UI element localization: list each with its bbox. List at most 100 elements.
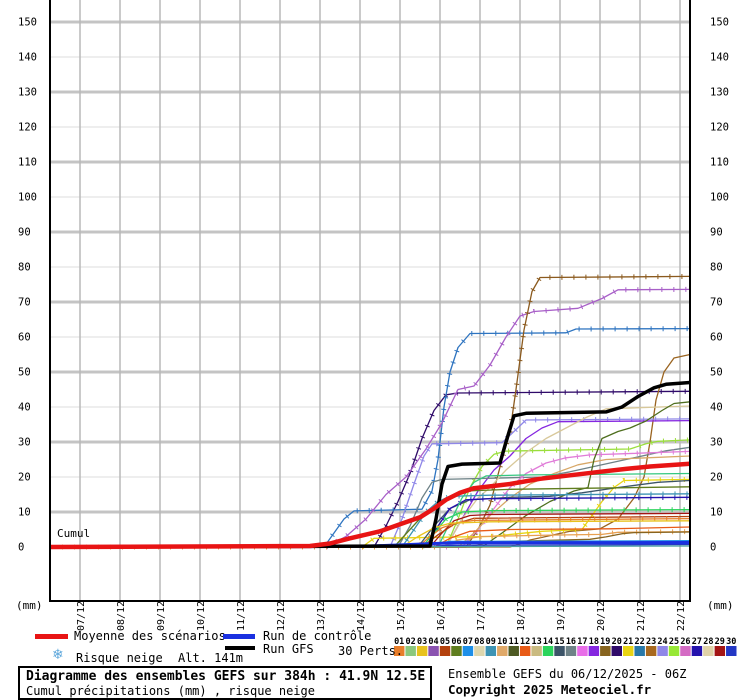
ensemble-member-line — [50, 401, 691, 548]
y-tick-label-left: 150 — [18, 17, 37, 29]
ensemble-member-line — [50, 496, 691, 548]
date-label: 21/12 — [636, 601, 647, 631]
y-tick-label-left: 140 — [18, 52, 37, 64]
date-label: 19/12 — [556, 601, 567, 631]
pert-number-label: 29 — [715, 637, 725, 647]
pert-color-swatch — [634, 646, 645, 656]
y-tick-label-left: 60 — [18, 332, 31, 344]
date-label: 11/12 — [236, 601, 247, 631]
y-tick-label-right: 80 — [710, 262, 723, 274]
pert-number-label: 17 — [577, 637, 587, 647]
pert-number-label: 15 — [554, 637, 564, 647]
pert-number-label: 18 — [589, 637, 599, 647]
pert-number-label: 04 — [428, 637, 438, 647]
series-lines — [49, 273, 691, 550]
pert-number-label: 26 — [680, 637, 690, 647]
axes — [49, 0, 691, 602]
pert-color-swatch — [416, 646, 428, 656]
copyright: Copyright 2025 Meteociel.fr — [448, 682, 652, 697]
y-tick-label-left: 130 — [18, 87, 37, 99]
y-tick-label-right: 0 — [710, 542, 716, 554]
pert-number-label: 07 — [463, 637, 473, 647]
pert-number-label: 30 — [726, 637, 736, 647]
pert-color-swatch — [451, 646, 462, 656]
ensemble-member-line — [50, 439, 691, 548]
pert-number-label: 13 — [531, 637, 541, 647]
pert-number-label: 06 — [451, 637, 461, 647]
date-label: 07/12 — [76, 601, 87, 631]
y-tick-label-right: 10 — [710, 507, 723, 519]
pert-color-swatch — [645, 646, 657, 656]
chart-subtitle: Cumul précipitations (mm) , risque neige — [26, 684, 315, 698]
pert-color-swatch — [611, 646, 622, 656]
snowflake-icon: ❄ — [52, 647, 64, 663]
ensemble-member-line — [50, 405, 691, 548]
date-label: 09/12 — [156, 601, 167, 631]
pert-color-swatch — [623, 646, 634, 656]
grid — [50, 0, 690, 601]
mean-line — [49, 461, 691, 550]
pert-color-swatch — [485, 646, 497, 656]
x-axis-date-labels: 07/12 08/12 09/12 10/12 11/12 12/12 13/12 14/12… — [76, 601, 687, 631]
pert-color-swatch — [668, 646, 680, 656]
date-label: 20/12 — [596, 601, 607, 631]
gfs-run-line — [49, 380, 691, 549]
pert-color-swatch — [497, 646, 508, 656]
y-tick-label-right: 110 — [710, 157, 729, 169]
pert-number-label: 25 — [669, 637, 679, 647]
y-tick-label-right: 150 — [710, 17, 729, 29]
pert-color-swatch — [565, 646, 577, 656]
perts-count-label: 30 Perts. — [338, 644, 404, 658]
pert-color-swatch — [554, 646, 565, 656]
y-tick-label-right: 90 — [710, 227, 723, 239]
pert-number-label: 09 — [486, 637, 496, 647]
date-label: 13/12 — [316, 601, 327, 631]
y-tick-label-right: 120 — [710, 122, 729, 134]
control-legend-label: Run de contrôle — [263, 629, 372, 643]
ensemble-member-line-markers — [50, 286, 691, 550]
ensemble-member-line — [50, 446, 691, 548]
ensemble-member-line-markers — [50, 388, 691, 550]
ensemble-member-line — [50, 327, 691, 548]
snow-risk-label: Risque neige — [76, 651, 163, 665]
pert-color-swatch — [531, 646, 542, 656]
ensemble-member-line — [50, 418, 691, 548]
pert-number-label: 20 — [612, 637, 622, 647]
unit-label-right: (mm) — [707, 599, 734, 612]
cumul-annotation: Cumul — [57, 527, 91, 540]
pert-color-swatch — [703, 646, 714, 656]
pert-number-label: 27 — [692, 637, 702, 647]
title-box — [18, 666, 432, 700]
y-tick-label-left: 120 — [18, 122, 37, 134]
y-tick-label-right: 70 — [710, 297, 723, 309]
ensemble-member-line — [50, 479, 691, 548]
y-tick-label-right: 60 — [710, 332, 723, 344]
y-tick-label-right: 100 — [710, 192, 729, 204]
pert-color-swatch — [394, 646, 405, 656]
ensemble-member-line-markers — [50, 494, 691, 550]
pert-color-swatch — [542, 646, 554, 656]
pert-number-label: 08 — [474, 637, 484, 647]
date-label: 22/12 — [676, 601, 687, 631]
y-axis-labels: 0 0 10 10 20 20 30 30 40 40 50 50 60 60 70 70 80 80 90 90 10… — [18, 17, 729, 554]
pert-number-label: 02 — [406, 637, 416, 647]
pert-number-label: 23 — [646, 637, 656, 647]
date-label: 17/12 — [476, 601, 487, 631]
pert-color-swatch — [405, 646, 416, 656]
pert-number-label: 24 — [657, 637, 667, 647]
pert-number-label: 22 — [635, 637, 645, 647]
run-info: Ensemble GEFS du 06/12/2025 - 06Z — [448, 667, 687, 681]
date-label: 15/12 — [396, 601, 407, 631]
y-tick-label-right: 130 — [710, 87, 729, 99]
pert-number-label: 10 — [497, 637, 507, 647]
ensemble-member-line — [50, 455, 691, 548]
unit-label-left: (mm) — [16, 599, 43, 612]
pert-number-label: 21 — [623, 637, 633, 647]
pert-color-strip: 01 02 03 04 05 06 07 08 09 10 11 12 13 14 15 16 17 18 19 20… — [394, 637, 737, 656]
y-tick-label-right: 40 — [710, 402, 723, 414]
y-tick-label-right: 30 — [710, 437, 723, 449]
y-tick-label-left: 70 — [18, 297, 31, 309]
date-label: 16/12 — [436, 601, 447, 631]
